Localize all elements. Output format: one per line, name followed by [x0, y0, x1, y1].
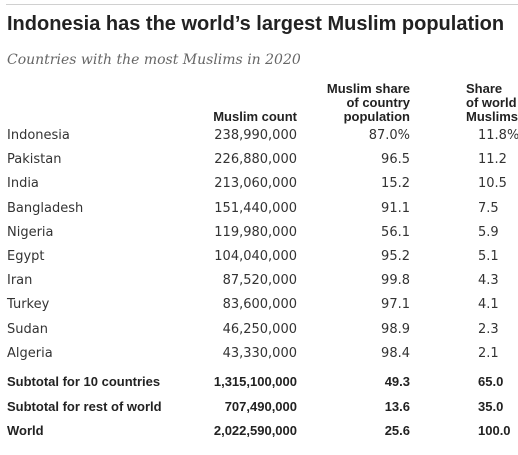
muslim-share-cell: 91.1: [381, 200, 410, 216]
world-share-cell: 11.8%: [478, 128, 518, 143]
world-share-cell: 7.5: [478, 200, 499, 216]
muslim-share-cell: 25.6: [384, 423, 410, 438]
header-muslim-share-line-1: Muslim share: [326, 81, 410, 96]
muslim-share-cell: 15.2: [381, 176, 410, 192]
table-row: Nigeria 119,980,000 56.1 5.9: [0, 225, 518, 247]
header-share-world-line-1: Share: [466, 81, 503, 96]
chart-title: Indonesia has the world’s largest Muslim…: [7, 13, 505, 35]
world-share-cell: 2.3: [478, 321, 499, 337]
chart-subtitle: Countries with the most Muslims in 2020: [7, 52, 301, 68]
muslim-count-cell: 104,040,000: [214, 249, 297, 264]
table-row: Bangladesh 151,440,000 91.1 7.5: [0, 201, 518, 223]
muslim-share-cell: 95.2: [381, 249, 410, 264]
muslim-share-cell: 56.1: [381, 224, 410, 240]
table-row: Algeria 43,330,000 98.4 2.1: [0, 346, 518, 368]
world-share-cell: 11.2: [478, 152, 507, 168]
muslim-count-cell: 226,880,000: [214, 152, 297, 168]
world-share-cell: 4.1: [478, 297, 499, 313]
muslim-share-cell: 98.4: [381, 345, 410, 361]
muslim-share-cell: 96.5: [381, 152, 410, 168]
world-share-cell: 5.9: [478, 224, 499, 240]
muslim-count-cell: 238,990,000: [214, 128, 297, 143]
muslim-count-cell: 83,600,000: [222, 297, 297, 313]
world-share-cell: 35.0: [478, 398, 504, 414]
subtotal-row: Subtotal for rest of world 707,490,000 13.…: [0, 399, 518, 421]
header-muslim-share-of-country: Muslim share of country population: [327, 82, 410, 124]
muslim-share-cell: 97.1: [381, 297, 410, 313]
country-cell: Sudan: [7, 321, 48, 337]
header-muslim-share-line-3: population: [343, 109, 410, 124]
country-cell: Pakistan: [7, 152, 62, 168]
muslim-count-cell: 43,330,000: [222, 345, 297, 361]
table-row: Iran 87,520,000 99.8 4.3: [0, 273, 518, 295]
muslim-count-cell: 46,250,000: [222, 321, 297, 337]
country-cell: Iran: [7, 273, 33, 289]
world-share-cell: 2.1: [478, 345, 499, 361]
muslim-share-cell: 99.8: [381, 273, 410, 289]
muslim-count-cell: 213,060,000: [214, 176, 297, 192]
country-cell: Indonesia: [7, 128, 70, 143]
muslim-count-cell: 119,980,000: [214, 224, 297, 240]
table-row: Sudan 46,250,000 98.9 2.3: [0, 322, 518, 344]
muslim-share-cell: 13.6: [384, 398, 410, 414]
muslim-count-cell: 707,490,000: [224, 398, 297, 414]
country-cell: Subtotal for 10 countries: [7, 374, 161, 389]
muslim-share-cell: 49.3: [384, 374, 410, 389]
world-share-cell: 10.5: [478, 176, 507, 192]
world-share-cell: 5.1: [478, 249, 499, 264]
world-share-cell: 4.3: [478, 273, 499, 289]
muslim-count-cell: 151,440,000: [214, 200, 297, 216]
country-cell: Subtotal for rest of world: [7, 398, 162, 414]
table-row: Turkey 83,600,000 97.1 4.1: [0, 297, 518, 319]
muslim-count-cell: 87,520,000: [222, 273, 297, 289]
country-cell: Bangladesh: [7, 200, 84, 216]
muslim-count-cell: 2,022,590,000: [213, 423, 297, 438]
country-cell: Turkey: [7, 297, 50, 313]
table-row: Indonesia 238,990,000 87.0% 11.8%: [0, 128, 518, 150]
header-share-world-line-2: of world: [466, 95, 517, 110]
muslim-share-cell: 87.0%: [368, 128, 410, 143]
table-row: India 213,060,000 15.2 10.5: [0, 176, 518, 198]
header-muslim-count: Muslim count: [213, 109, 297, 124]
subtotal-row: World 2,022,590,000 25.6 100.0: [0, 423, 518, 445]
country-cell: India: [7, 176, 39, 192]
country-cell: Nigeria: [7, 224, 54, 240]
header-share-world-line-3: Muslims: [466, 109, 518, 124]
muslim-share-cell: 98.9: [381, 321, 410, 337]
muslim-count-cell: 1,315,100,000: [213, 374, 297, 389]
header-share-of-world: Share of world Muslims: [466, 82, 518, 124]
world-share-cell: 100.0: [478, 423, 511, 438]
country-cell: Algeria: [7, 345, 53, 361]
country-cell: Egypt: [7, 249, 45, 264]
header-muslim-share-line-2: of country: [346, 95, 410, 110]
table-row: Egypt 104,040,000 95.2 5.1: [0, 249, 518, 271]
table-row: Pakistan 226,880,000 96.5 11.2: [0, 152, 518, 174]
world-share-cell: 65.0: [478, 374, 504, 389]
subtotal-row: Subtotal for 10 countries 1,315,100,000 49…: [0, 374, 518, 396]
country-cell: World: [7, 423, 44, 438]
top-rule: [6, 4, 518, 5]
